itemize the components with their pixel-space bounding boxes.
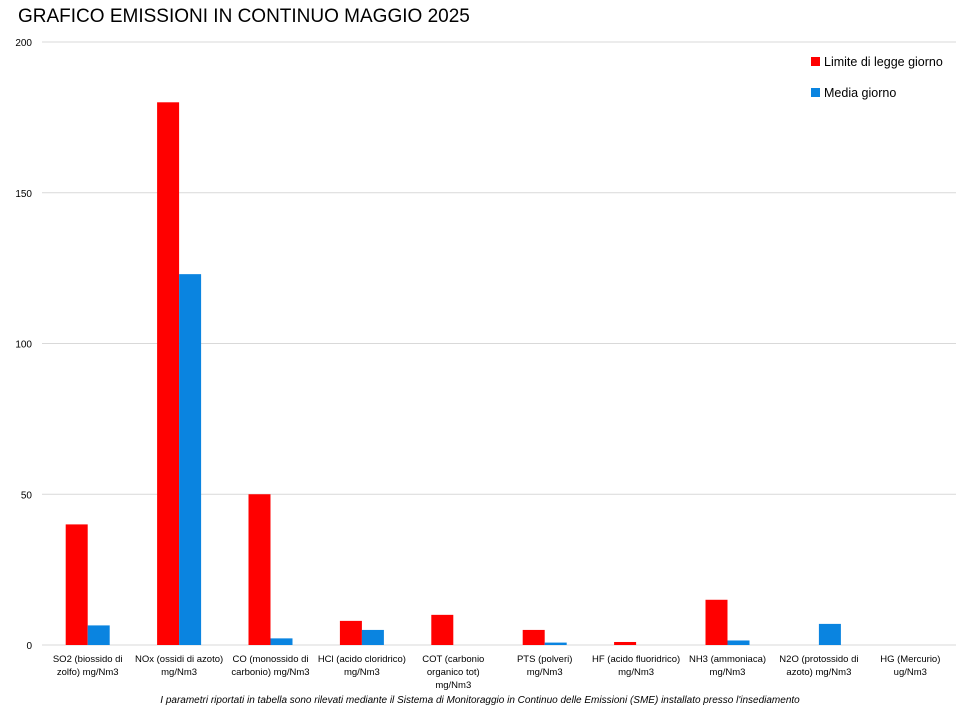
bar-media — [818, 623, 841, 645]
legend: Limite di legge giorno Media giorno — [811, 55, 943, 100]
bar-limite — [65, 524, 88, 645]
x-tick-label: COT (carbonio — [422, 654, 484, 665]
x-tick-label: CO (monossido di — [232, 654, 308, 665]
legend-label: Media giorno — [824, 86, 896, 100]
footnote: I parametri riportati in tabella sono ri… — [160, 695, 800, 706]
x-tick-label: PTS (polveri) — [517, 654, 572, 665]
x-tick-label: mg/Nm3 — [618, 667, 654, 678]
x-tick-label: NOx (ossidi di azoto) — [135, 654, 223, 665]
y-tick-label: 200 — [15, 38, 32, 49]
x-tick-label: mg/Nm3 — [161, 667, 197, 678]
x-tick-label: carbonio) mg/Nm3 — [231, 667, 309, 678]
y-tick-label: 150 — [15, 189, 32, 200]
bar-media — [361, 629, 384, 645]
x-tick-label: mg/Nm3 — [344, 667, 380, 678]
x-tick-label: azoto) mg/Nm3 — [786, 667, 851, 678]
bar-media — [727, 640, 750, 645]
legend-label: Limite di legge giorno — [824, 55, 943, 69]
bar-media — [270, 638, 293, 645]
x-tick-label: ug/Nm3 — [894, 667, 927, 678]
x-tick-label: SO2 (biossido di — [53, 654, 123, 665]
bar-media — [544, 642, 567, 645]
x-tick-label: NH3 (ammoniaca) — [689, 654, 766, 665]
x-tick-label: mg/Nm3 — [435, 680, 471, 691]
x-tick-label: N2O (protossido di — [779, 654, 858, 665]
x-tick-label: HF (acido fluoridrico) — [592, 654, 680, 665]
x-tick-label: organico tot) — [427, 667, 480, 678]
bar-limite — [248, 494, 271, 645]
bar-chart: 0 50 100 150 200 SO2 (biossido di zolfo) mg/N… — [15, 38, 956, 691]
x-tick-label: mg/Nm3 — [527, 667, 563, 678]
y-tick-label: 50 — [21, 490, 33, 501]
chart-title: GRAFICO EMISSIONI IN CONTINUO MAGGIO 202… — [18, 6, 470, 27]
x-tick-label: zolfo) mg/Nm3 — [57, 667, 119, 678]
bar-limite — [339, 620, 362, 645]
gridlines — [42, 41, 956, 646]
y-tick-label: 0 — [26, 641, 32, 652]
bar-limite — [431, 614, 454, 645]
bar-limite — [614, 641, 637, 645]
bar-limite — [522, 629, 545, 645]
y-tick-label: 100 — [15, 340, 32, 351]
bar-media — [87, 625, 110, 645]
x-tick-label: HCl (acido cloridrico) — [318, 654, 406, 665]
bars — [65, 102, 841, 646]
legend-swatch — [811, 57, 820, 66]
bar-limite — [157, 102, 180, 646]
legend-swatch — [811, 88, 820, 97]
x-tick-label: mg/Nm3 — [710, 667, 746, 678]
x-tick-label: HG (Mercurio) — [880, 654, 940, 665]
y-axis: 0 50 100 150 200 — [15, 38, 32, 652]
bar-media — [179, 274, 202, 645]
x-axis: SO2 (biossido di zolfo) mg/Nm3 NOx (ossidi… — [53, 654, 941, 691]
bar-limite — [705, 599, 728, 645]
